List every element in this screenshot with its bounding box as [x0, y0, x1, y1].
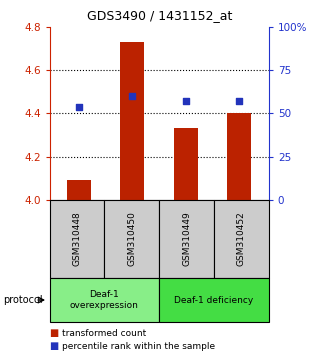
Text: GSM310448: GSM310448	[73, 212, 82, 266]
Text: percentile rank within the sample: percentile rank within the sample	[62, 342, 216, 351]
Point	[237, 98, 242, 104]
Text: transformed count: transformed count	[62, 329, 147, 338]
Bar	[228, 113, 252, 200]
Text: GDS3490 / 1431152_at: GDS3490 / 1431152_at	[87, 9, 233, 22]
Point	[130, 93, 135, 99]
Text: GSM310449: GSM310449	[182, 212, 191, 266]
Bar	[120, 42, 145, 200]
Text: Deaf-1
overexpression: Deaf-1 overexpression	[70, 290, 139, 310]
Text: ■: ■	[50, 341, 59, 351]
Text: Deaf-1 deficiency: Deaf-1 deficiency	[174, 296, 254, 304]
Bar	[174, 129, 198, 200]
Text: GSM310452: GSM310452	[237, 212, 246, 266]
Point	[76, 104, 82, 110]
Point	[183, 98, 188, 104]
Text: GSM310450: GSM310450	[127, 211, 136, 267]
Text: ■: ■	[50, 329, 59, 338]
Bar	[67, 181, 91, 200]
Text: protocol: protocol	[3, 295, 43, 305]
